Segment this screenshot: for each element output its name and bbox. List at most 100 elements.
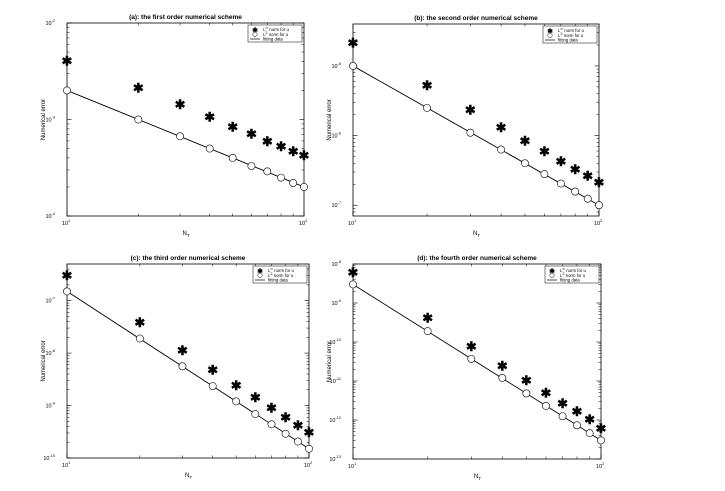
linf-point: ✱ xyxy=(594,175,605,190)
x-axis-label: NT xyxy=(473,231,480,238)
chart-title: (a): the first order numerical scheme xyxy=(129,14,242,21)
y-axis-label: Numerical error xyxy=(41,340,47,381)
axes-box xyxy=(66,22,305,217)
linf-point: ✱ xyxy=(266,401,277,416)
legend-star-marker: ✱ xyxy=(549,267,555,275)
legend-box xyxy=(252,265,308,284)
l2-point xyxy=(349,280,357,289)
l2-point xyxy=(208,382,217,390)
l2-point xyxy=(251,410,260,418)
legend-label: L∞ norm for u xyxy=(558,27,584,33)
l2-point xyxy=(542,401,550,410)
l2-point xyxy=(178,362,187,371)
y-tick-label: 10-8 xyxy=(45,349,55,357)
linf-point: ✱ xyxy=(246,127,257,142)
l2-point xyxy=(498,374,507,382)
axes-box xyxy=(352,263,602,460)
l2-point xyxy=(267,420,276,429)
linf-point: ✱ xyxy=(584,412,595,427)
legend-label: fitting data xyxy=(263,37,283,42)
linf-point: ✱ xyxy=(570,162,581,177)
x-axis-label: NT xyxy=(183,231,190,238)
y-tick-label: 10-9 xyxy=(45,402,55,410)
x-tick-label: 101 xyxy=(62,461,70,469)
minor-ticks xyxy=(67,264,309,458)
l2-point xyxy=(176,132,184,141)
legend-star-marker: ✱ xyxy=(252,26,258,34)
l2-point xyxy=(585,429,594,438)
y-tick-label: 10-12 xyxy=(329,416,341,424)
x-tick-label: 101 xyxy=(348,219,356,227)
x-axis-label: NT xyxy=(185,473,192,480)
y-tick-label: 10-5 xyxy=(331,62,341,70)
linf-point: ✱ xyxy=(62,54,73,69)
l2-point xyxy=(497,145,506,154)
legend-star-marker: ✱ xyxy=(547,27,553,35)
chart-title: (b): the second order numerical scheme xyxy=(414,15,538,22)
linf-point: ✱ xyxy=(133,81,144,96)
linf-point: ✱ xyxy=(348,36,359,51)
linf-point: ✱ xyxy=(288,144,299,159)
panel-b: 101 102 10-7 10-6 10-5 (b): the second order … xyxy=(327,15,605,238)
y-axis-label: Numerical error xyxy=(41,99,47,140)
l2-point xyxy=(521,159,529,168)
linf-point: ✱ xyxy=(422,78,433,93)
l2-point xyxy=(135,334,144,343)
y-tick-label: 10-4 xyxy=(45,212,55,220)
linf-point: ✱ xyxy=(348,265,359,280)
linf-point: ✱ xyxy=(280,410,291,425)
minor-ticks xyxy=(353,264,601,459)
y-tick-label: 10-10 xyxy=(329,338,341,346)
l2-point xyxy=(597,436,605,445)
chart-title: (d): the fourth order numerical scheme xyxy=(417,255,537,262)
y-tick-label: 10-9 xyxy=(331,299,341,307)
l2-point xyxy=(300,183,308,191)
linf-point: ✱ xyxy=(175,97,186,112)
legend-box xyxy=(544,265,600,284)
linf-point: ✱ xyxy=(596,421,607,436)
legend-box xyxy=(247,24,303,43)
l2-point xyxy=(277,173,285,182)
y-tick-label: 10-8 xyxy=(331,260,341,268)
linf-point: ✱ xyxy=(521,373,532,388)
l2-point xyxy=(466,128,475,137)
legend-star-marker: ✱ xyxy=(257,267,263,275)
linf-point: ✱ xyxy=(292,418,303,433)
y-tick-label: 10-10 xyxy=(43,454,55,462)
linf-point: ✱ xyxy=(497,358,508,373)
linf-point: ✱ xyxy=(422,311,433,326)
panel-c: 101 102 10-10 10-9 10-8 10-7 (c): the third or… xyxy=(41,255,315,480)
y-tick-label: 10-13 xyxy=(329,455,341,463)
x-tick-label: 102 xyxy=(596,462,604,470)
chart-title: (c): the third order numerical scheme xyxy=(131,255,246,262)
linf-point: ✱ xyxy=(276,139,287,154)
axes-box xyxy=(352,23,600,217)
legend-label: L2 norm for u xyxy=(263,31,289,37)
y-tick-label: 10-2 xyxy=(45,19,55,27)
legend-label: L2 norm for u xyxy=(558,32,584,38)
l2-point xyxy=(281,429,290,438)
x-tick-label: 102 xyxy=(594,219,602,227)
linf-point: ✱ xyxy=(177,343,188,358)
y-axis-label: Numerical error xyxy=(327,341,333,382)
legend-circle-marker xyxy=(257,272,263,278)
legend-label: fitting data xyxy=(560,278,580,283)
legend-circle-marker xyxy=(549,272,555,278)
linf-point: ✱ xyxy=(582,169,593,184)
l2-point xyxy=(540,170,549,178)
y-tick-label: 10-3 xyxy=(45,116,55,124)
l2-point xyxy=(228,154,237,162)
legend-label: L∞ norm for u xyxy=(263,26,289,32)
l2-point xyxy=(247,162,256,170)
l2-point xyxy=(63,86,71,95)
y-tick-label: 10-7 xyxy=(45,297,55,305)
panel-a: 101 102 10-4 10-3 10-2 (a): the first order n… xyxy=(41,14,310,238)
linf-point: ✱ xyxy=(557,396,568,411)
linf-point: ✱ xyxy=(541,386,552,401)
legend-label: L∞ norm for u xyxy=(560,267,586,273)
axes-box xyxy=(66,263,310,459)
